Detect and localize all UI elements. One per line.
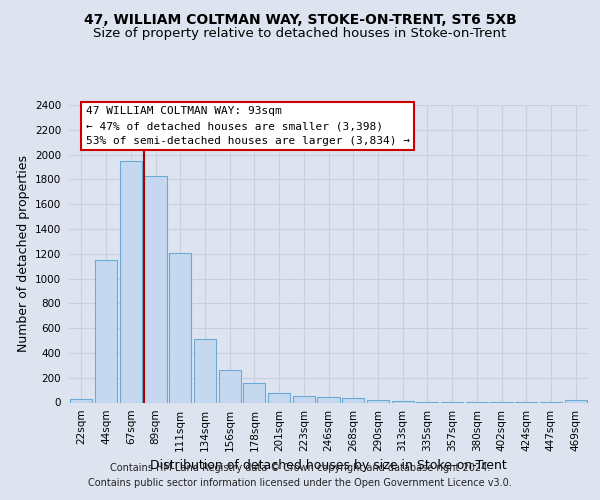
- Bar: [119, 161, 142, 402]
- Text: 47 WILLIAM COLTMAN WAY: 93sqm
← 47% of detached houses are smaller (3,398)
53% o: 47 WILLIAM COLTMAN WAY: 93sqm ← 47% of d…: [86, 106, 410, 146]
- Y-axis label: Number of detached properties: Number of detached properties: [17, 155, 29, 352]
- Bar: [70, 399, 92, 402]
- Bar: [243, 384, 265, 402]
- Text: 47, WILLIAM COLTMAN WAY, STOKE-ON-TRENT, ST6 5XB: 47, WILLIAM COLTMAN WAY, STOKE-ON-TRENT,…: [83, 12, 517, 26]
- Bar: [145, 176, 167, 402]
- Bar: [194, 340, 216, 402]
- Bar: [342, 398, 364, 402]
- Bar: [565, 400, 587, 402]
- Bar: [268, 392, 290, 402]
- Bar: [367, 400, 389, 402]
- Bar: [293, 396, 315, 402]
- Text: Size of property relative to detached houses in Stoke-on-Trent: Size of property relative to detached ho…: [94, 28, 506, 40]
- Bar: [392, 400, 414, 402]
- Text: Contains HM Land Registry data © Crown copyright and database right 2024.
Contai: Contains HM Land Registry data © Crown c…: [88, 462, 512, 487]
- Bar: [95, 260, 117, 402]
- Bar: [218, 370, 241, 402]
- X-axis label: Distribution of detached houses by size in Stoke-on-Trent: Distribution of detached houses by size …: [150, 459, 507, 472]
- Bar: [317, 397, 340, 402]
- Bar: [169, 252, 191, 402]
